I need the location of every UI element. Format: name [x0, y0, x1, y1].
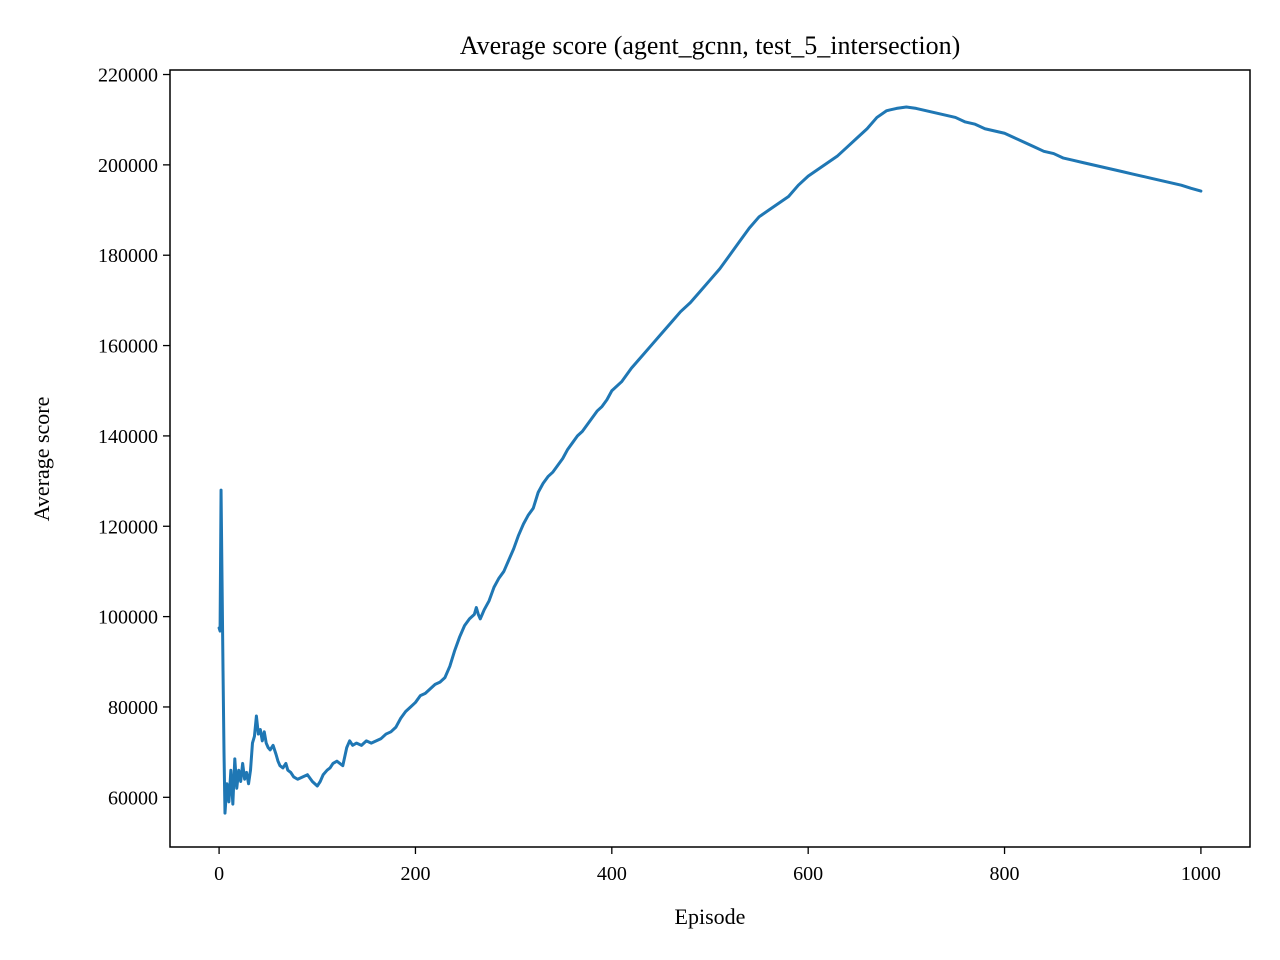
- y-tick-label: 160000: [98, 336, 158, 358]
- y-tick-label: 100000: [98, 607, 158, 629]
- y-tick-label: 200000: [98, 155, 158, 177]
- series-line-0: [217, 105, 1203, 815]
- x-axis-label: Episode: [675, 904, 746, 929]
- x-tick-label: 200: [400, 863, 430, 885]
- y-tick-label: 80000: [108, 697, 158, 719]
- y-tick-label: 180000: [98, 245, 158, 267]
- chart-title: Average score (agent_gcnn, test_5_inters…: [460, 31, 961, 60]
- x-tick-label: 400: [597, 863, 627, 885]
- x-tick-label: 600: [793, 863, 823, 885]
- y-tick-label: 60000: [108, 787, 158, 809]
- plot-frame: [169, 69, 1251, 848]
- x-tick-label: 800: [990, 863, 1020, 885]
- series-layer: [217, 105, 1203, 815]
- x-tick-label: 1000: [1181, 863, 1221, 885]
- x-tick-label: 0: [214, 863, 224, 885]
- y-tick-label: 220000: [98, 65, 158, 87]
- y-axis-label: Average score: [29, 397, 54, 522]
- y-tick-label: 120000: [98, 516, 158, 538]
- y-tick-label: 140000: [98, 426, 158, 448]
- tick-layer: 0 200 400 600 800 1000 60000 80000 100000 120000 1…: [98, 65, 1221, 885]
